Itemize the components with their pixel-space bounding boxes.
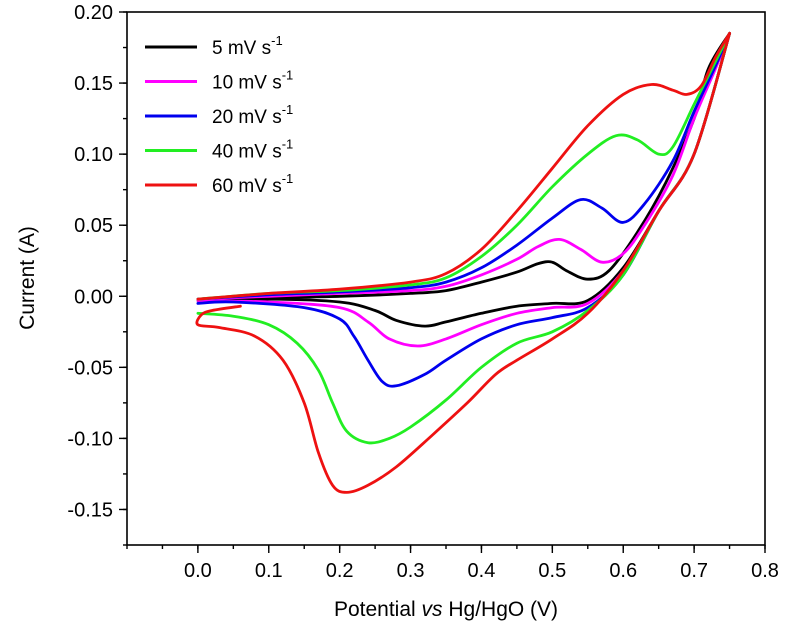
legend-label: 10 mV s-1 — [212, 68, 293, 94]
y-tick-label: 0.15 — [74, 73, 113, 95]
legend-label-superscript: -1 — [282, 137, 294, 152]
series-cathodic-line — [195, 31, 731, 494]
x-tick-label: 0.7 — [680, 560, 708, 582]
legend-label-superscript: -1 — [282, 171, 294, 186]
y-axis-label: Current (A) — [16, 226, 39, 330]
x-tick-label: 0.6 — [609, 560, 637, 582]
legend-label-superscript: -1 — [282, 68, 294, 83]
x-axis-label-part-2: vs — [422, 598, 444, 621]
x-tick-label: 0.2 — [326, 560, 354, 582]
x-tick-label: 0.8 — [751, 560, 779, 582]
series-anodic-line — [196, 31, 731, 301]
y-tick-label: 0.05 — [74, 215, 113, 237]
x-tick-label: 0.1 — [255, 560, 283, 582]
x-tick-label: 0.3 — [397, 560, 425, 582]
series-anodic-line — [196, 31, 731, 301]
legend-label-superscript: -1 — [282, 102, 294, 117]
y-tick-label: 0.20 — [74, 2, 113, 24]
cv-curves — [195, 31, 731, 494]
legend-label: 60 mV s-1 — [212, 171, 293, 197]
series-anodic-line — [196, 31, 731, 301]
legend-label: 20 mV s-1 — [212, 102, 293, 128]
legend-label-text: 60 mV s — [212, 176, 282, 197]
y-tick-label: 0.10 — [74, 144, 113, 166]
series-anodic-line — [196, 31, 731, 301]
series-cathodic-line — [196, 31, 731, 445]
legend: 5 mV s-110 mV s-120 mV s-140 mV s-160 mV… — [145, 33, 293, 197]
legend-label: 40 mV s-1 — [212, 137, 293, 163]
x-axis-ticks: 0.0 0.1 0.2 0.3 0.4 0.5 0.6 0.7 0.8 — [126, 545, 779, 582]
legend-label: 5 mV s-1 — [212, 33, 283, 59]
x-tick-label: 0.0 — [184, 560, 212, 582]
legend-label-text: 20 mV s — [212, 107, 282, 128]
x-axis-label-part-1: Potential — [334, 598, 422, 621]
y-tick-label: -0.15 — [67, 499, 113, 521]
y-tick-label: -0.05 — [67, 357, 113, 379]
legend-label-text: 10 mV s — [212, 73, 282, 94]
legend-label-superscript: -1 — [271, 33, 283, 48]
y-tick-label: -0.10 — [67, 428, 113, 450]
y-tick-label: 0.00 — [74, 286, 113, 308]
y-axis-ticks: -0.15 -0.10 -0.05 0.00 0.05 0.10 0.15 0.20 — [67, 2, 127, 546]
x-axis-label-part-3: Hg/HgO (V) — [443, 598, 559, 621]
x-axis-label: Potential vs Hg/HgO (V) — [334, 598, 558, 621]
series-anodic-line — [196, 31, 731, 302]
legend-label-text: 5 mV s — [212, 38, 271, 59]
x-tick-label: 0.5 — [538, 560, 566, 582]
x-tick-label: 0.4 — [468, 560, 496, 582]
legend-label-text: 40 mV s — [212, 142, 282, 163]
